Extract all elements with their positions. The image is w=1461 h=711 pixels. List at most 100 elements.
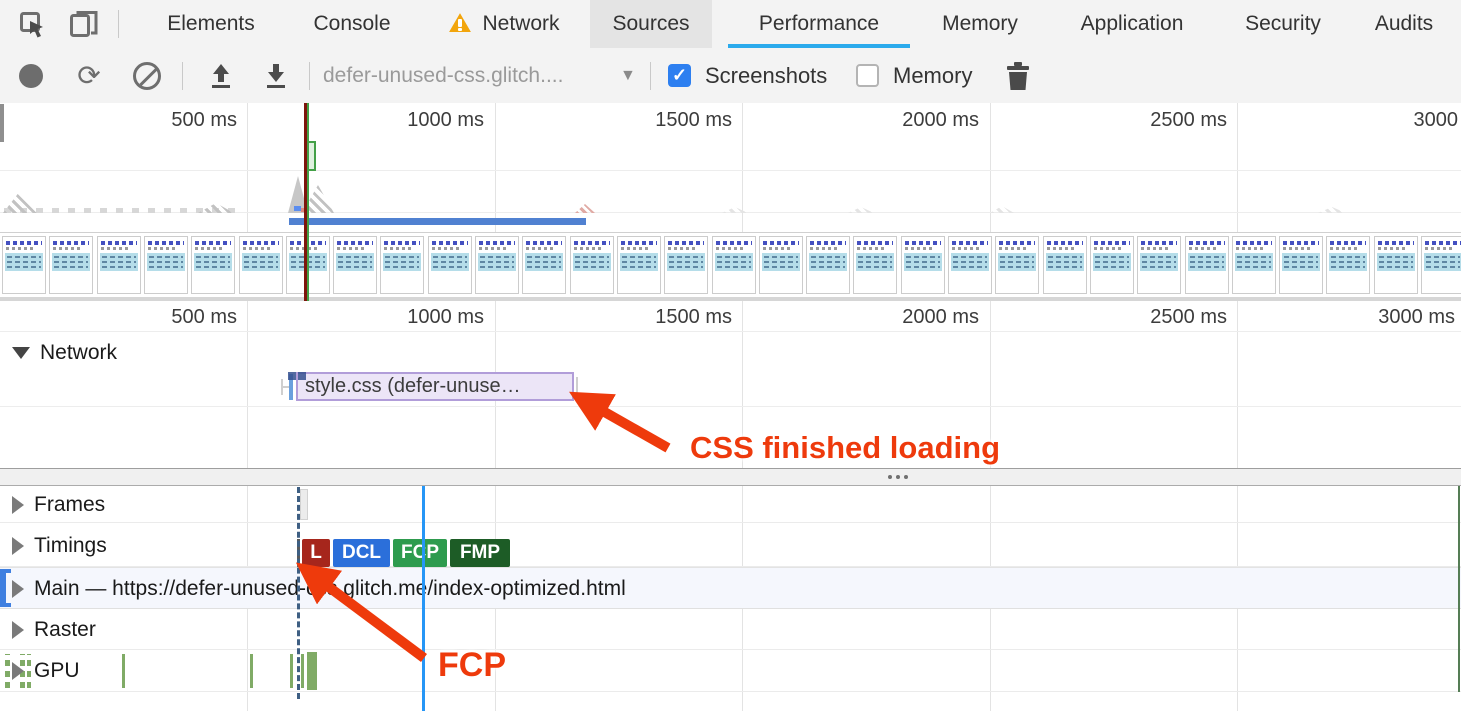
network-section-header[interactable]: Network bbox=[12, 341, 117, 365]
gpu-activity-bar bbox=[290, 654, 293, 688]
screenshot-thumbnail[interactable] bbox=[711, 236, 756, 294]
screenshots-checkbox[interactable]: ✓ bbox=[668, 64, 691, 87]
load-profile-icon[interactable] bbox=[204, 48, 238, 103]
raster-track[interactable] bbox=[0, 609, 1461, 650]
screenshot-thumbnail[interactable] bbox=[1089, 236, 1134, 294]
expand-triangle-icon[interactable] bbox=[12, 662, 24, 680]
device-toolbar-icon[interactable] bbox=[70, 11, 98, 38]
expand-triangle-icon[interactable] bbox=[12, 580, 24, 598]
screenshot-thumbnail[interactable] bbox=[238, 236, 283, 294]
toolbar-separator bbox=[309, 62, 310, 90]
frames-track-label: Frames bbox=[34, 493, 106, 516]
tab-audits[interactable]: Audits bbox=[1374, 12, 1434, 35]
tab-elements[interactable]: Elements bbox=[167, 12, 255, 35]
screenshot-thumbnail[interactable] bbox=[1421, 236, 1461, 294]
tab-network[interactable]: Network bbox=[482, 12, 560, 35]
screenshot-thumbnail[interactable] bbox=[522, 236, 567, 294]
screenshot-thumbnail[interactable] bbox=[853, 236, 898, 294]
cpu-bump bbox=[722, 207, 748, 213]
tab-memory[interactable]: Memory bbox=[942, 12, 1018, 35]
overview-ruler-tick: 1500 ms bbox=[655, 109, 732, 131]
expand-triangle-icon[interactable] bbox=[12, 621, 24, 639]
save-profile-icon[interactable] bbox=[259, 48, 293, 103]
screenshot-thumbnail[interactable] bbox=[380, 236, 425, 294]
raster-track-header[interactable]: Raster bbox=[12, 618, 96, 642]
screenshot-thumbnail[interactable] bbox=[948, 236, 992, 294]
screenshot-thumbnail[interactable] bbox=[569, 236, 614, 294]
screenshot-thumbnail[interactable] bbox=[475, 236, 519, 294]
timings-track[interactable] bbox=[0, 523, 1461, 567]
chevron-down-icon[interactable]: ▼ bbox=[620, 67, 636, 84]
inspect-element-icon[interactable] bbox=[20, 12, 46, 38]
screenshot-thumbnail[interactable] bbox=[758, 236, 803, 294]
fcp-annotation: FCP bbox=[438, 646, 506, 684]
network-section-label: Network bbox=[40, 341, 118, 364]
screenshot-thumbnail[interactable] bbox=[1184, 236, 1229, 294]
expand-triangle-icon[interactable] bbox=[12, 537, 24, 555]
screenshots-label[interactable]: Screenshots bbox=[705, 63, 828, 88]
clear-button[interactable] bbox=[132, 48, 162, 103]
edge-activity-line bbox=[1458, 486, 1460, 692]
gpu-activity-bar bbox=[27, 654, 31, 688]
screenshot-thumbnail[interactable] bbox=[1042, 236, 1087, 294]
cpu-bump bbox=[575, 204, 595, 213]
frame-bar[interactable] bbox=[300, 489, 308, 520]
screenshot-thumbnail[interactable] bbox=[1137, 236, 1182, 294]
gpu-activity-bar bbox=[250, 654, 253, 688]
timings-track-header[interactable]: Timings bbox=[12, 534, 107, 558]
reload-record-button[interactable]: ⟳ bbox=[77, 60, 101, 91]
filmstrip-bottom-band bbox=[0, 297, 1461, 302]
record-button[interactable] bbox=[18, 48, 44, 103]
main-thread-track[interactable] bbox=[0, 567, 1461, 609]
screenshot-thumbnail[interactable] bbox=[995, 236, 1040, 294]
screenshot-thumbnail[interactable] bbox=[49, 236, 94, 294]
tab-security[interactable]: Security bbox=[1245, 12, 1321, 35]
screenshot-thumbnail[interactable] bbox=[2, 236, 46, 294]
tab-performance[interactable]: Performance bbox=[758, 12, 880, 35]
expand-triangle-icon[interactable] bbox=[12, 496, 24, 514]
screenshot-thumbnail[interactable] bbox=[664, 236, 709, 294]
collapse-triangle-icon[interactable] bbox=[12, 347, 30, 359]
screenshot-thumbnail[interactable] bbox=[616, 236, 661, 294]
gpu-track[interactable] bbox=[0, 650, 1461, 692]
screenshot-thumbnail[interactable] bbox=[900, 236, 945, 294]
screenshot-thumbnail[interactable] bbox=[427, 236, 472, 294]
screenshot-thumbnail[interactable] bbox=[1231, 236, 1276, 294]
profile-select[interactable]: defer-unused-css.glitch.... bbox=[323, 64, 564, 87]
timings-track-label: Timings bbox=[34, 534, 107, 557]
memory-checkbox[interactable] bbox=[856, 64, 879, 87]
request-marker-square bbox=[288, 372, 296, 380]
overview-divider bbox=[0, 170, 1461, 171]
tab-sources[interactable]: Sources bbox=[612, 12, 690, 35]
tab-console[interactable]: Console bbox=[313, 12, 391, 35]
trash-icon[interactable] bbox=[1000, 48, 1036, 103]
timing-badge-fmp[interactable]: FMP bbox=[450, 539, 510, 567]
timing-badge-dcl[interactable]: DCL bbox=[333, 539, 390, 567]
screenshot-filmstrip[interactable] bbox=[0, 232, 1461, 302]
frames-track[interactable]: Frames bbox=[0, 486, 1461, 523]
screenshot-thumbnail[interactable] bbox=[1326, 236, 1371, 294]
gpu-track-label: GPU bbox=[34, 659, 80, 682]
tab-application[interactable]: Application bbox=[1080, 12, 1184, 35]
pane-splitter[interactable] bbox=[0, 468, 1461, 486]
screenshot-thumbnail[interactable] bbox=[1373, 236, 1418, 294]
frames-track-header[interactable]: Frames bbox=[12, 493, 105, 517]
memory-label[interactable]: Memory bbox=[893, 63, 973, 88]
screenshot-thumbnail[interactable] bbox=[191, 236, 236, 294]
screenshot-thumbnail[interactable] bbox=[1279, 236, 1324, 294]
screenshot-thumbnail[interactable] bbox=[333, 236, 378, 294]
screenshot-thumbnail[interactable] bbox=[96, 236, 141, 294]
warning-icon bbox=[449, 13, 471, 33]
main-track-header[interactable]: Main — https://defer-unused-css.glitch.m… bbox=[12, 577, 626, 601]
timing-badge-fcp[interactable]: FCP bbox=[393, 539, 447, 567]
toolbar-separator bbox=[182, 62, 183, 90]
gpu-track-header[interactable]: GPU bbox=[12, 659, 80, 683]
timing-badge-l[interactable]: L bbox=[302, 539, 330, 567]
load-event-line bbox=[304, 103, 307, 301]
screenshot-thumbnail[interactable] bbox=[143, 236, 188, 294]
overview-window-handle[interactable] bbox=[0, 104, 4, 142]
screenshot-thumbnail[interactable] bbox=[806, 236, 851, 294]
timeline-overview[interactable]: 500 ms 1000 ms 1500 ms 2000 ms 2500 ms 3… bbox=[0, 103, 1461, 232]
network-request-bar[interactable]: style.css (defer-unuse… bbox=[296, 372, 574, 401]
